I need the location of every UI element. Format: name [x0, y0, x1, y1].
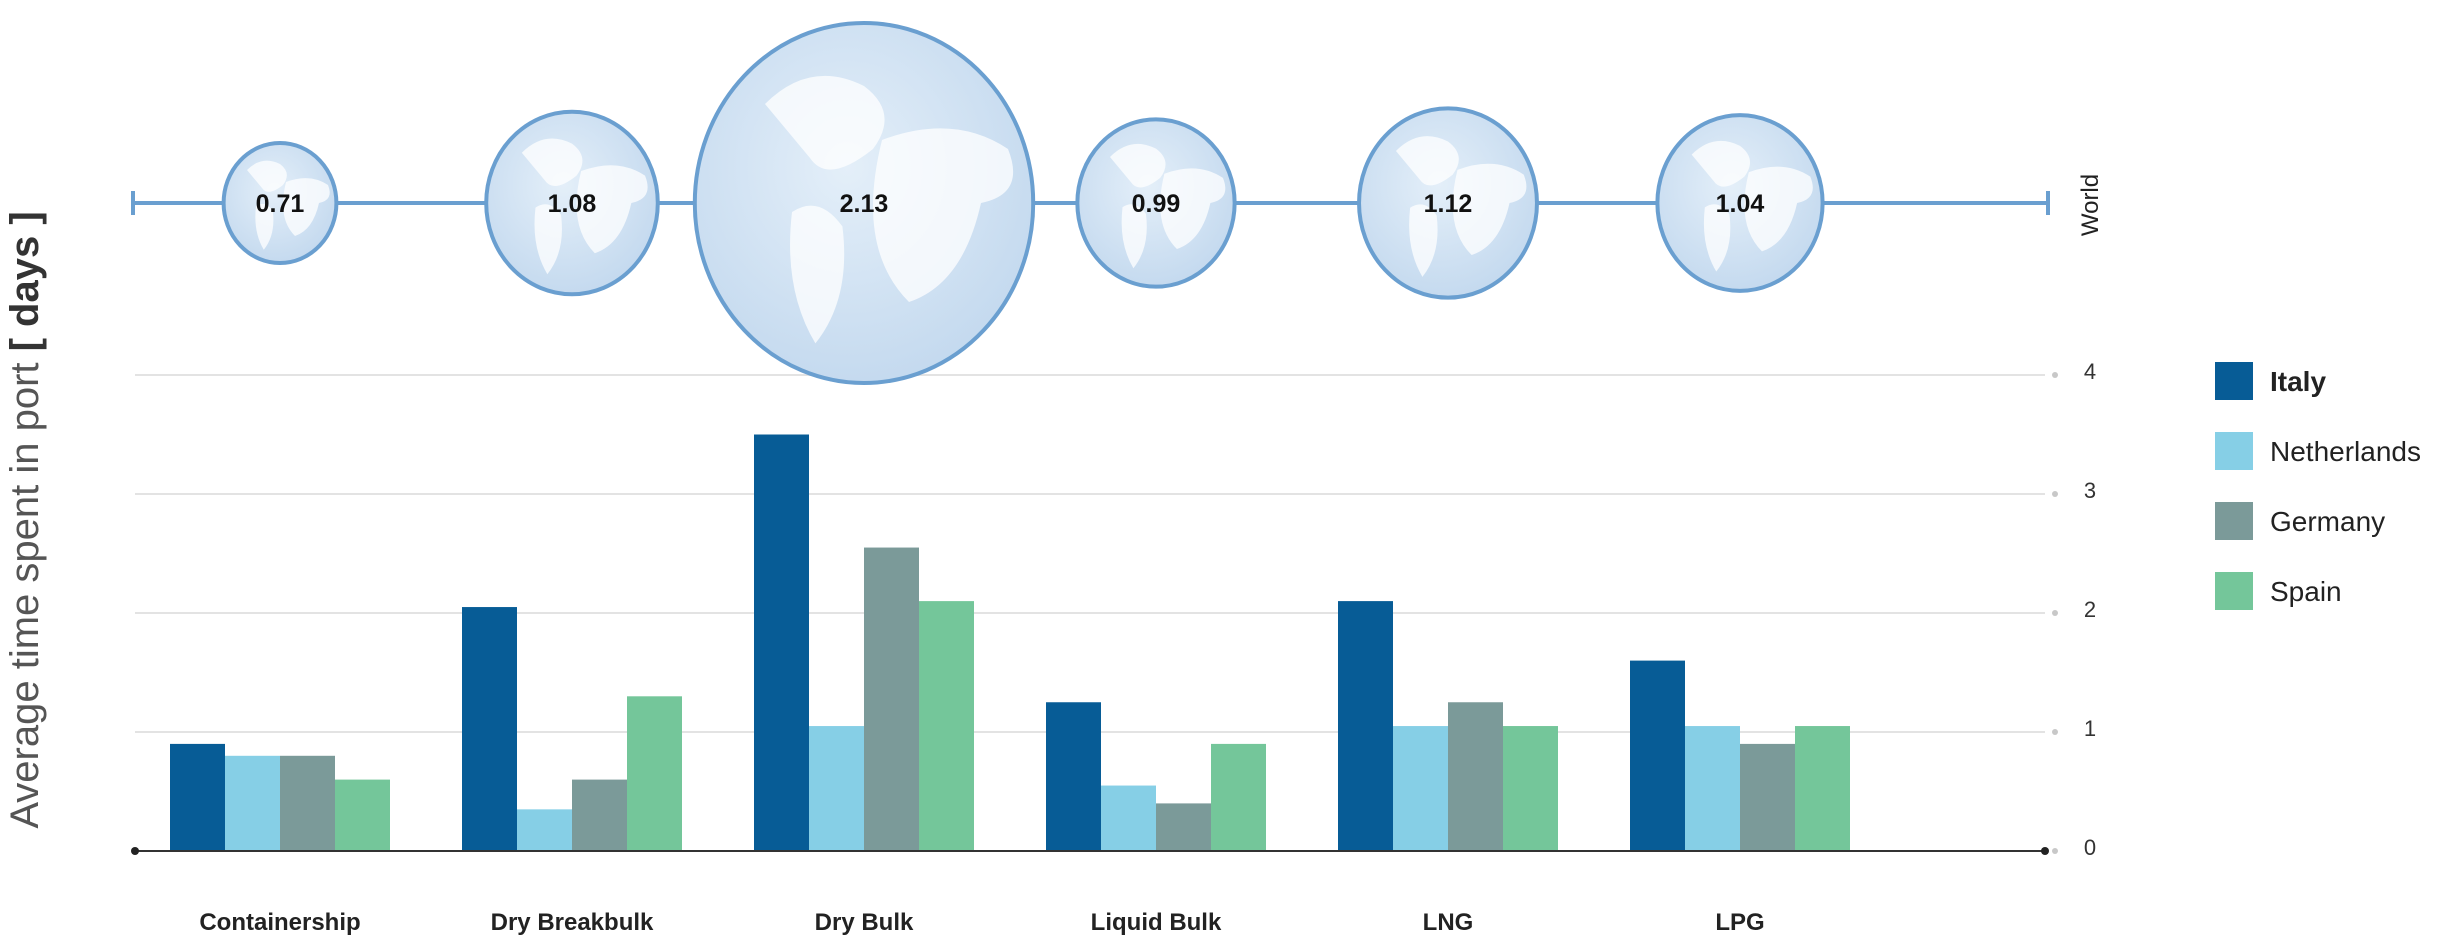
legend-label: Netherlands: [2270, 436, 2421, 467]
globe-land: [765, 75, 885, 170]
world-globe-icon: [1357, 106, 1539, 300]
axis-end-dot: [131, 847, 139, 855]
axis-end-dot: [2041, 847, 2049, 855]
bar: [572, 779, 627, 851]
bars: [170, 434, 1850, 851]
y-axis-title-text: Average time spent in port: [3, 351, 47, 828]
globe-land: [1160, 168, 1226, 250]
tick-dot: [2052, 372, 2058, 378]
bar: [1211, 743, 1266, 851]
y-tick-label: 2: [2084, 597, 2096, 622]
x-tick-label: Containership: [199, 909, 360, 936]
bar: [1503, 726, 1558, 851]
globe-land: [1395, 136, 1459, 186]
globe-land: [1703, 204, 1731, 272]
bar: [1685, 726, 1740, 851]
bar: [919, 601, 974, 851]
bar: [1338, 601, 1393, 851]
x-tick-label: Liquid Bulk: [1091, 909, 1222, 936]
world-globe-icon: [1655, 113, 1825, 293]
bar: [1740, 743, 1795, 851]
bar: [1393, 726, 1448, 851]
x-tick-label: Dry Bulk: [815, 909, 914, 936]
globe-land: [1409, 204, 1438, 277]
globe-land: [255, 203, 274, 250]
globe-land: [247, 160, 287, 192]
bar: [1046, 702, 1101, 851]
bar: [280, 755, 335, 851]
world-track: 0.71 1.08 2.13 0.99 1.12 1.04 World: [131, 21, 2104, 385]
world-globe-icon: [692, 21, 1036, 385]
y-axis-title-unit: [ days ]: [3, 211, 47, 351]
x-tick-label: LPG: [1715, 909, 1764, 936]
bar: [1101, 785, 1156, 851]
bar: [225, 755, 280, 851]
bar: [1156, 803, 1211, 851]
legend-swatch: [2215, 432, 2253, 470]
globe-land: [790, 205, 845, 344]
globe-land: [1691, 140, 1751, 187]
x-tick-label: Dry Breakbulk: [491, 909, 654, 936]
globe-land: [534, 204, 562, 275]
globe-land: [576, 165, 648, 254]
globe-land: [1452, 163, 1527, 256]
legend-label: Spain: [2270, 576, 2342, 607]
y-axis-title: Average time spent in port [ days ]: [3, 211, 47, 828]
world-value-label: 1.08: [548, 190, 597, 218]
tick-dot: [2052, 610, 2058, 616]
y-tick-label: 1: [2084, 716, 2096, 741]
globe-land: [283, 178, 330, 236]
legend-swatch: [2215, 502, 2253, 540]
axes: 0 1 2 3 4 Containership Dry Breakbulk Dry Bulk L…: [131, 359, 2096, 936]
x-tick-label: LNG: [1423, 909, 1474, 936]
bar: [1795, 726, 1850, 851]
bar: [627, 696, 682, 851]
legend-swatch: [2215, 362, 2253, 400]
bar: [335, 779, 390, 851]
world-globe-icon: [484, 109, 660, 297]
bar: [170, 743, 225, 851]
tick-dot: [2052, 729, 2058, 735]
globe-land: [1121, 204, 1147, 269]
bar: [864, 547, 919, 851]
world-label: World: [2077, 174, 2104, 236]
legend-label: Italy: [2270, 366, 2326, 397]
legend-swatch: [2215, 572, 2253, 610]
bar: [1448, 702, 1503, 851]
bar: [1630, 660, 1685, 851]
world-value-label: 1.04: [1716, 190, 1765, 218]
world-value-label: 0.71: [256, 190, 305, 218]
world-value-label: 0.99: [1132, 190, 1181, 218]
world-globe-icon: [1075, 117, 1237, 289]
world-value-label: 2.13: [840, 190, 889, 218]
bar: [754, 434, 809, 851]
globe-land: [873, 128, 1014, 302]
globe-land: [1109, 143, 1166, 188]
y-tick-label: 3: [2084, 478, 2096, 503]
tick-dot: [2052, 491, 2058, 497]
tick-dot: [2052, 848, 2058, 854]
globe-land: [521, 138, 583, 187]
world-value-label: 1.12: [1424, 190, 1473, 218]
y-tick-label: 0: [2084, 835, 2096, 860]
bar: [462, 607, 517, 851]
globe-land: [1744, 166, 1813, 252]
bar: [809, 726, 864, 851]
y-tick-label: 4: [2084, 359, 2096, 384]
bar: [517, 809, 572, 851]
legend: Italy Netherlands Germany Spain: [2215, 362, 2421, 610]
world-globe-icon: [221, 141, 339, 265]
legend-label: Germany: [2270, 506, 2385, 537]
